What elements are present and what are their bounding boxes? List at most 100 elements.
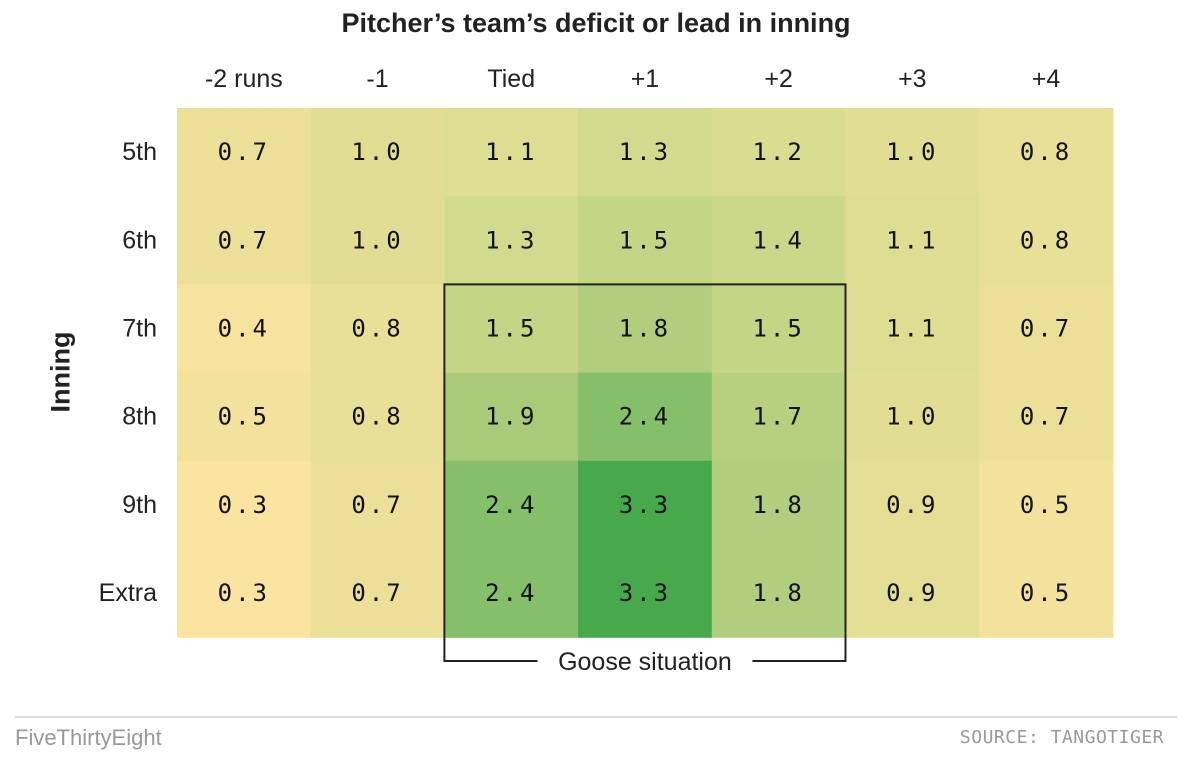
heatmap-cell [845, 196, 980, 285]
heatmap-cell [711, 372, 847, 462]
heatmap-cell [578, 549, 713, 638]
cell-value: 0.9 [886, 579, 938, 607]
heatmap-cell [979, 108, 1114, 197]
cell-value: 0.7 [351, 491, 403, 519]
heatmap-cell [310, 549, 445, 638]
cell-value: 1.8 [752, 579, 804, 607]
row-label: 9th [122, 491, 157, 519]
cell-value: 0.8 [1020, 226, 1072, 254]
cell-value: 1.0 [886, 403, 938, 431]
heatmap-cell [845, 372, 980, 462]
column-header: Tied [487, 65, 535, 93]
heatmap-cell [444, 284, 579, 374]
cell-value: 1.8 [619, 315, 671, 343]
cell-value: 0.7 [218, 226, 270, 254]
cell-value: 1.0 [351, 138, 403, 166]
column-header: +1 [631, 65, 660, 93]
cell-value: 0.7 [351, 579, 403, 607]
heatmap-cell [845, 460, 980, 550]
heatmap-cell [711, 284, 847, 374]
heatmap-cell [845, 284, 980, 374]
heatmap-cell [310, 196, 445, 285]
cell-value: 0.3 [218, 491, 270, 519]
cell-value: 1.5 [619, 226, 671, 254]
cell-value: 0.5 [1020, 491, 1072, 519]
cell-value: 1.5 [485, 315, 537, 343]
heatmap-cell [177, 284, 312, 374]
cell-value: 0.7 [1020, 403, 1072, 431]
cell-value: 0.5 [1020, 579, 1072, 607]
cell-value: 1.1 [886, 315, 938, 343]
heatmap-cell [711, 460, 847, 550]
heatmap-cell [979, 460, 1114, 550]
cell-value: 0.8 [351, 403, 403, 431]
cell-value: 1.8 [752, 491, 804, 519]
heatmap-cell [177, 549, 312, 638]
cell-value: 1.3 [485, 226, 537, 254]
heatmap-cell [578, 196, 713, 285]
heatmap-cell [310, 460, 445, 550]
heatmap-cell [444, 108, 579, 197]
cell-value: 1.3 [619, 138, 671, 166]
cell-value: 0.7 [218, 138, 270, 166]
heatmap-cell [979, 196, 1114, 285]
heatmap-cell [177, 372, 312, 462]
heatmap-cell [310, 372, 445, 462]
heatmap-cell [444, 460, 579, 550]
heatmap-cell [979, 549, 1114, 638]
row-label: 5th [122, 138, 157, 166]
column-header: -1 [366, 65, 388, 93]
cell-value: 1.1 [886, 226, 938, 254]
heatmap-cell [711, 549, 847, 638]
column-header: -2 runs [205, 65, 283, 93]
heatmap-cell [578, 372, 713, 462]
cell-value: 1.2 [752, 138, 804, 166]
heatmap-cell [711, 108, 847, 197]
heatmap-cell [310, 284, 445, 374]
column-header: +2 [764, 65, 793, 93]
heatmap-cell [578, 108, 713, 197]
column-header: +3 [898, 65, 927, 93]
heatmap-cell [711, 196, 847, 285]
cell-value: 0.8 [351, 315, 403, 343]
cell-value: 0.8 [1020, 138, 1072, 166]
cell-value: 0.3 [218, 579, 270, 607]
cell-value: 1.9 [485, 403, 537, 431]
heatmap-cell [444, 549, 579, 638]
cell-value: 2.4 [619, 403, 671, 431]
heatmap-cell [177, 196, 312, 285]
cell-value: 2.4 [485, 491, 537, 519]
brand-label: FiveThirtyEight [15, 725, 162, 750]
heatmap-cell [444, 372, 579, 462]
row-label: 6th [122, 226, 157, 254]
footer-divider [15, 716, 1177, 718]
cell-value: 1.5 [752, 315, 804, 343]
heatmap-cell [979, 284, 1114, 374]
cell-value: 1.4 [752, 226, 804, 254]
heatmap-cell [578, 460, 713, 550]
cell-value: 1.0 [351, 226, 403, 254]
cell-value: 0.7 [1020, 315, 1072, 343]
heatmap-cell [177, 108, 312, 197]
cell-value: 0.4 [218, 315, 270, 343]
cell-value: 1.0 [886, 138, 938, 166]
cell-value: 1.7 [752, 403, 804, 431]
heatmap-cell [578, 284, 713, 374]
cell-value: 3.3 [619, 579, 671, 607]
heatmap-chart: -2 runs -1 Tied +1 +2 +3 +4 5th 6th 7th 8th 9th Extr… [99, 65, 1114, 676]
goose-situation-bracket [443, 283, 847, 662]
cell-value: 1.1 [485, 138, 537, 166]
heatmap-cell [177, 460, 312, 550]
cell-value: 0.5 [218, 403, 270, 431]
cell-value: 3.3 [619, 491, 671, 519]
heatmap-cell [979, 372, 1114, 462]
source-label: SOURCE: TANGOTIGER [959, 727, 1164, 748]
row-label: Extra [99, 579, 157, 607]
goose-situation-label: Goose situation [558, 648, 732, 676]
heatmap-cell [444, 196, 579, 285]
heatmap-cell [310, 108, 445, 197]
heatmap-cell [845, 108, 980, 197]
cell-value: 2.4 [485, 579, 537, 607]
chart-title: Pitcher’s team’s deficit or lead in inni… [341, 8, 851, 38]
row-label: 8th [122, 403, 157, 431]
